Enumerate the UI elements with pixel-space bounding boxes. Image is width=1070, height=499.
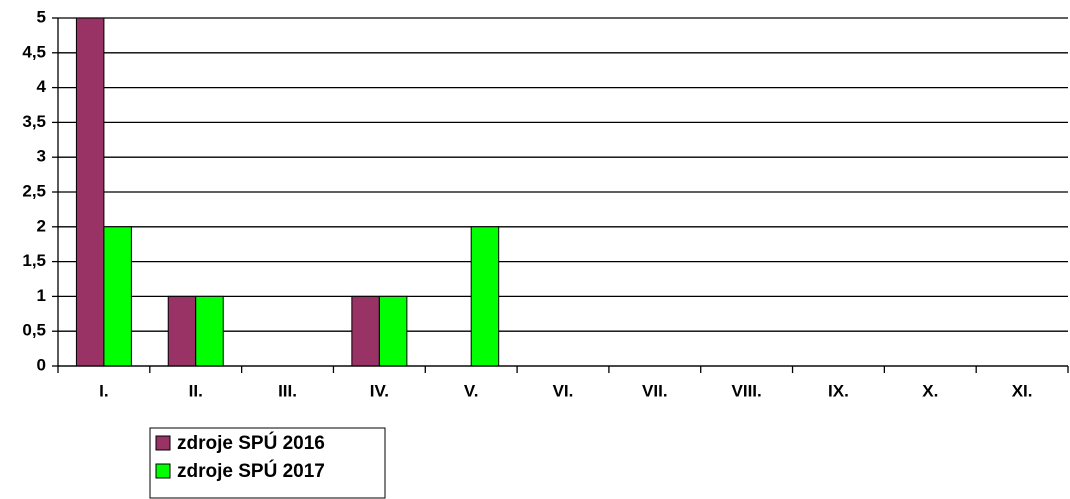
legend-label: zdroje SPÚ 2017	[177, 460, 325, 482]
x-tick-label: XI.	[1012, 381, 1033, 400]
y-tick-label: 4	[37, 77, 47, 96]
y-tick-label: 1,5	[22, 251, 46, 270]
x-tick-label: VII.	[642, 381, 668, 400]
y-tick-label: 2,5	[22, 181, 46, 200]
legend-swatch	[155, 463, 171, 479]
x-tick-label: V.	[464, 381, 479, 400]
y-tick-label: 0,5	[22, 321, 46, 340]
bar	[195, 295, 224, 367]
y-tick-label: 4,5	[22, 42, 46, 61]
legend-swatch	[155, 435, 171, 451]
x-tick-label: VIII.	[732, 381, 762, 400]
x-tick-label: IX.	[828, 381, 849, 400]
y-tick-label: 0	[37, 355, 46, 374]
x-tick-label: II.	[189, 381, 203, 400]
x-tick-label: X.	[922, 381, 938, 400]
legend-label: zdroje SPÚ 2016	[177, 432, 325, 454]
bar	[378, 295, 408, 367]
x-tick-label: III.	[278, 381, 297, 400]
bar	[167, 295, 197, 367]
legend-box	[149, 427, 386, 499]
y-tick-label: 3	[37, 147, 46, 166]
x-tick-label: IV.	[370, 381, 389, 400]
y-tick-label: 2	[37, 216, 46, 235]
y-tick-label: 5	[37, 7, 46, 26]
x-tick-label: I.	[99, 381, 108, 400]
y-tick-label: 3,5	[22, 112, 46, 131]
bar	[470, 226, 500, 367]
bar	[351, 295, 380, 367]
y-tick-label: 1	[37, 286, 46, 305]
x-tick-label: VI.	[553, 381, 574, 400]
bar	[103, 226, 132, 367]
bar	[75, 17, 105, 367]
